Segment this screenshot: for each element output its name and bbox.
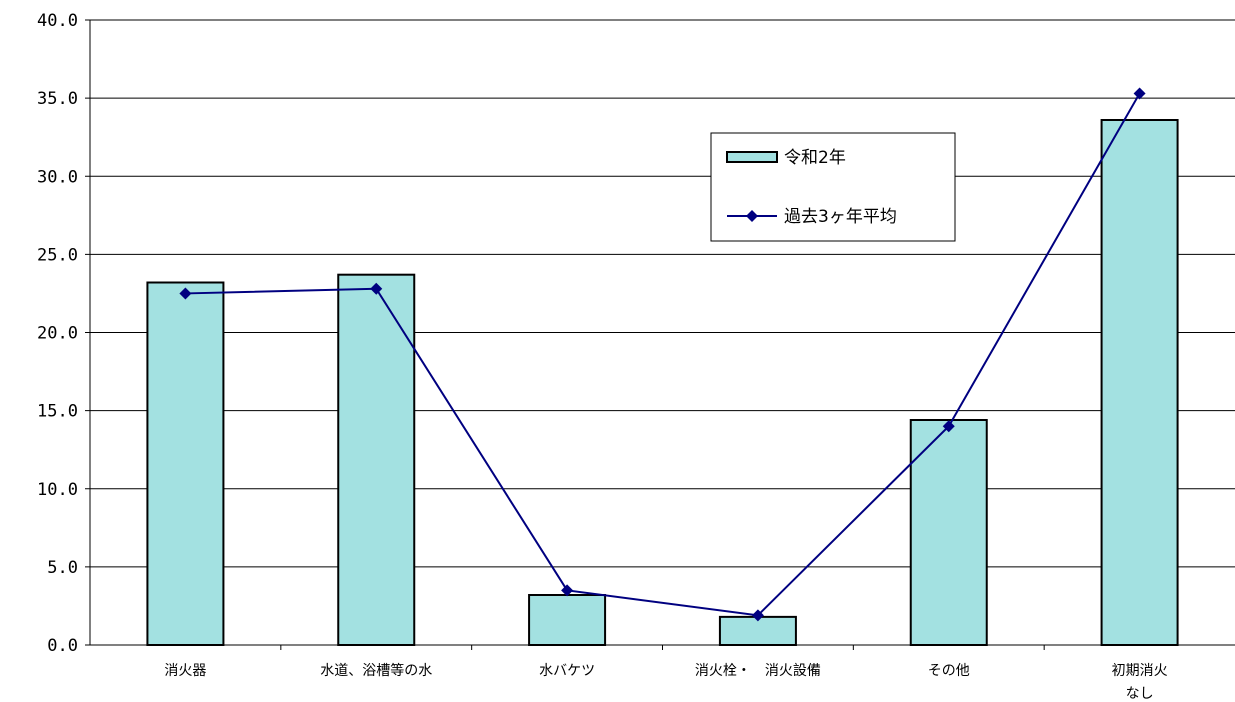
series-line	[185, 92, 1141, 617]
line-point	[1133, 87, 1146, 100]
bar	[909, 419, 988, 646]
y-tick-label: 0.0	[47, 636, 78, 656]
legend-label: 令和2年	[784, 148, 846, 168]
y-tick-label: 35.0	[37, 89, 78, 109]
y-tick-labels: 0.0 5.0 10.0 15.0 20.0 25.0 30.0 35.0 40.0	[37, 11, 78, 656]
bar	[1100, 119, 1179, 646]
x-category-label: その他	[928, 663, 970, 679]
x-category-label: 初期消火	[1112, 662, 1168, 679]
line-point	[751, 609, 764, 622]
bar	[337, 273, 416, 646]
y-tick-label: 30.0	[37, 167, 78, 187]
legend-swatch-bar	[726, 151, 778, 163]
legend-swatch-marker	[746, 210, 758, 222]
line-point	[942, 420, 955, 433]
legend-label: 過去3ヶ年平均	[784, 207, 897, 227]
y-tick-label: 40.0	[37, 11, 78, 31]
bar	[528, 594, 607, 646]
y-tick-label: 5.0	[47, 558, 78, 578]
bar-series	[146, 119, 1179, 646]
line-point	[179, 287, 192, 300]
y-tick-label: 15.0	[37, 402, 78, 422]
x-category-label: 消火栓・ 消火設備	[695, 663, 821, 679]
axes	[85, 19, 1235, 650]
y-tick-label: 10.0	[37, 480, 78, 500]
x-category-label: 水道、浴槽等の水	[320, 662, 432, 679]
bar	[146, 281, 225, 646]
y-tick-label: 20.0	[37, 324, 78, 344]
line-point	[370, 282, 383, 295]
gridlines	[90, 19, 1235, 568]
x-category-label: 消火器	[164, 663, 206, 679]
y-tick-label: 25.0	[37, 245, 78, 265]
x-category-label: 水バケツ	[539, 663, 595, 679]
x-category-label: なし	[1126, 686, 1154, 702]
line-series	[179, 87, 1146, 622]
line-point	[561, 584, 574, 597]
